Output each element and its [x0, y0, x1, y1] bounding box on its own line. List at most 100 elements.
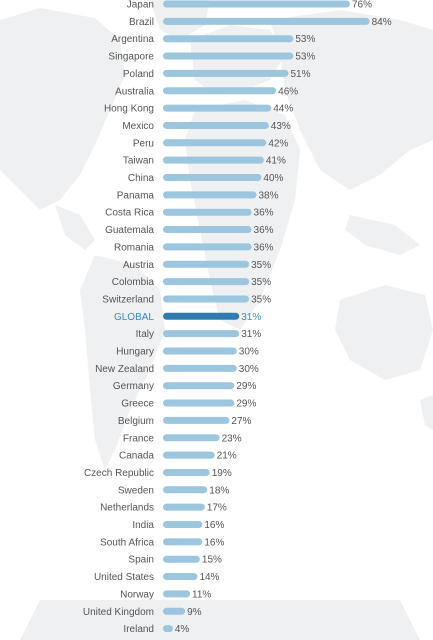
value-label: 44% — [273, 104, 293, 115]
bar — [163, 104, 272, 112]
bar — [163, 503, 205, 511]
category-label: India — [132, 520, 154, 531]
category-label: Sweden — [118, 485, 154, 496]
category-label: Argentina — [111, 34, 154, 45]
value-label: 30% — [239, 347, 259, 358]
category-label: Ireland — [123, 624, 154, 635]
category-label: Panama — [117, 190, 155, 201]
category-label: Switzerland — [102, 294, 154, 305]
category-label: Netherlands — [100, 503, 154, 514]
category-label: Hong Kong — [104, 104, 154, 115]
category-label: Peru — [133, 138, 154, 149]
category-label: Italy — [136, 329, 154, 340]
category-label: Taiwan — [123, 156, 154, 167]
category-label: Costa Rica — [105, 208, 154, 219]
category-label: Spain — [128, 555, 154, 566]
value-label: 29% — [236, 381, 256, 392]
value-label: 16% — [204, 520, 224, 531]
value-label: 84% — [372, 17, 392, 28]
bar — [163, 295, 250, 303]
bar — [163, 87, 277, 95]
value-label: 36% — [254, 242, 274, 253]
value-label: 38% — [258, 190, 278, 201]
bar — [163, 468, 210, 476]
bar — [163, 434, 220, 442]
value-label: 21% — [217, 451, 237, 462]
value-label: 15% — [202, 555, 222, 566]
value-label: 16% — [204, 537, 224, 548]
category-label: Australia — [115, 86, 154, 97]
category-label: GLOBAL — [114, 312, 154, 323]
category-label: United States — [94, 572, 154, 583]
value-label: 41% — [266, 156, 286, 167]
category-label: Germany — [113, 381, 154, 392]
value-label: 40% — [263, 173, 283, 184]
category-label: Hungary — [116, 347, 154, 358]
category-label: Greece — [121, 399, 154, 410]
category-label: Austria — [123, 260, 155, 271]
value-label: 11% — [192, 589, 211, 600]
bar — [163, 399, 235, 407]
category-label: Poland — [123, 69, 154, 80]
value-label: 53% — [295, 52, 315, 63]
value-label: 76% — [352, 0, 372, 11]
category-label: Czech Republic — [84, 468, 154, 479]
value-label: 53% — [295, 34, 315, 45]
category-label: South Africa — [100, 537, 154, 548]
bar — [163, 35, 294, 43]
bar — [163, 121, 269, 129]
bar — [163, 139, 267, 147]
bar — [163, 347, 237, 355]
value-label: 43% — [271, 121, 291, 132]
category-label: France — [123, 433, 155, 444]
category-label: China — [128, 173, 155, 184]
value-label: 35% — [251, 294, 271, 305]
category-label: Mexico — [122, 121, 154, 132]
bar — [163, 278, 250, 286]
bar — [163, 364, 237, 372]
bar — [163, 156, 264, 164]
category-label: Guatemala — [105, 225, 154, 236]
bar — [163, 573, 198, 581]
bar — [163, 486, 208, 494]
value-label: 36% — [254, 208, 274, 219]
bar — [163, 191, 257, 199]
value-label: 31% — [241, 312, 261, 323]
category-label: New Zealand — [95, 364, 154, 375]
value-label: 35% — [251, 260, 271, 271]
value-label: 27% — [231, 416, 251, 427]
bar — [163, 260, 250, 268]
value-label: 31% — [241, 329, 261, 340]
category-label: Romania — [114, 242, 154, 253]
bar — [163, 625, 173, 633]
bar — [163, 521, 203, 528]
value-label: 18% — [209, 485, 229, 496]
bar — [163, 590, 191, 598]
bar — [163, 330, 240, 338]
value-label: 42% — [268, 138, 288, 149]
category-label: Japan — [127, 0, 154, 11]
value-label: 36% — [254, 225, 274, 236]
bar — [163, 69, 289, 77]
bar — [163, 226, 252, 234]
bar — [163, 52, 294, 60]
value-label: 29% — [236, 399, 256, 410]
bar — [163, 243, 252, 251]
value-label: 51% — [290, 69, 310, 80]
value-label: 17% — [207, 503, 227, 514]
bar — [163, 382, 235, 390]
value-label: 9% — [187, 607, 202, 618]
value-label: 30% — [239, 364, 259, 375]
bar — [163, 208, 252, 216]
category-label: Belgium — [118, 416, 154, 427]
bar — [163, 312, 240, 320]
category-label: Norway — [120, 589, 154, 600]
bar — [163, 607, 186, 615]
bar — [163, 538, 203, 546]
value-label: 23% — [222, 433, 242, 444]
bar — [163, 0, 350, 8]
category-label: Canada — [119, 451, 154, 462]
category-label: Colombia — [112, 277, 155, 288]
